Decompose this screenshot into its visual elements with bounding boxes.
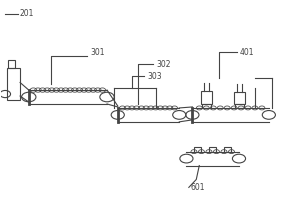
Text: 601: 601 (190, 183, 205, 192)
Bar (8, 60, 15, 68)
Text: 201: 201 (19, 9, 34, 18)
Text: 301: 301 (90, 48, 105, 57)
Text: 401: 401 (240, 48, 254, 57)
Text: 303: 303 (147, 72, 162, 81)
Bar (202, 104, 211, 108)
Bar (7, 68, 20, 100)
Bar (209, 147, 216, 152)
Bar (201, 91, 212, 104)
Text: 302: 302 (156, 60, 170, 69)
Bar (235, 104, 244, 108)
Bar (194, 147, 201, 152)
Bar (234, 92, 245, 104)
Bar (224, 147, 231, 152)
